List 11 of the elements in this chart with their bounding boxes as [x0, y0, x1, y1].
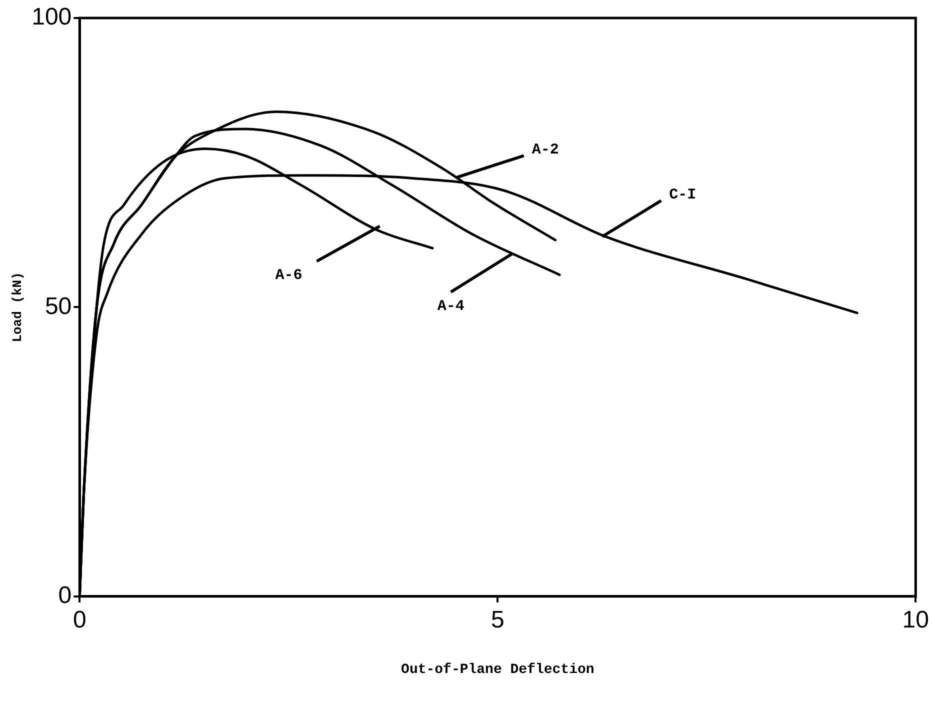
y-axis-title: Load (kN) — [10, 272, 26, 342]
annotation: A-4 — [437, 298, 464, 315]
annotation: C-I — [669, 186, 696, 204]
annotation: A-2 — [532, 141, 559, 158]
x-axis-title: Out-of-Plane Deflection — [401, 662, 594, 678]
y-tick-label: 100 — [32, 4, 72, 31]
y-tick-label: 0 — [58, 582, 72, 610]
x-tick-label: 10 — [902, 606, 930, 634]
y-tick-label: 50 — [44, 292, 72, 320]
x-tick-label: 5 — [490, 606, 504, 634]
annotation: A-6 — [275, 267, 302, 284]
